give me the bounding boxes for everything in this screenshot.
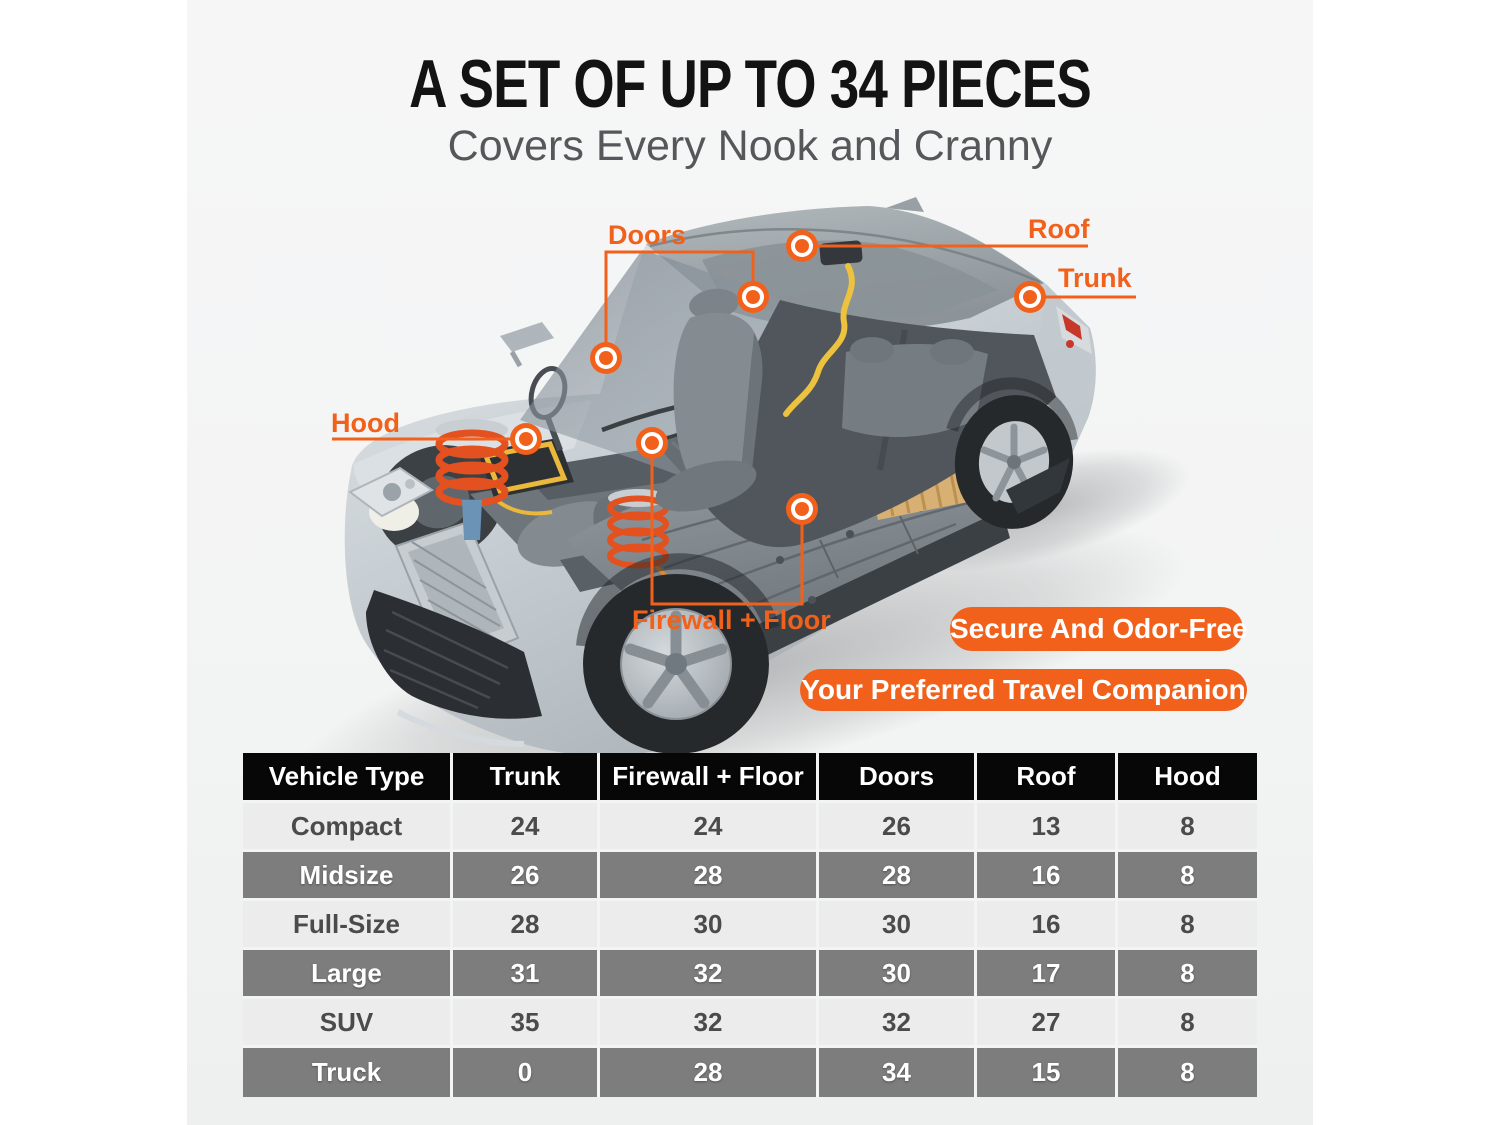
cell-hood: 8 — [1118, 901, 1257, 950]
table-row-large: Large 31 32 30 17 8 — [243, 950, 1257, 999]
page-subtitle-text: Covers Every Nook and Cranny — [447, 122, 1053, 170]
cell-firewall-floor: 24 — [600, 803, 819, 852]
cell-doors: 30 — [819, 950, 977, 999]
col-header-hood: Hood — [1118, 753, 1257, 803]
cabin-interior — [655, 288, 1056, 548]
row-label: Compact — [243, 803, 453, 852]
cell-doors: 26 — [819, 803, 977, 852]
col-header-vehicle-type: Vehicle Type — [243, 753, 453, 803]
cell-roof: 27 — [977, 999, 1118, 1048]
page-title: A SET OF UP TO 34 PIECES — [187, 50, 1313, 118]
antenna-fin — [886, 197, 924, 212]
cell-trunk: 0 — [453, 1048, 600, 1097]
table-row-midsize: Midsize 26 28 28 16 8 — [243, 852, 1257, 901]
table-row-suv: SUV 35 32 32 27 8 — [243, 999, 1257, 1048]
col-header-trunk: Trunk — [453, 753, 600, 803]
front-wheel — [576, 553, 780, 754]
cell-roof: 17 — [977, 950, 1118, 999]
row-label: SUV — [243, 999, 453, 1048]
firewall-marker — [636, 427, 668, 459]
cell-firewall-floor: 28 — [600, 1048, 819, 1097]
badge-travel-companion: Your Preferred Travel Companion — [800, 669, 1247, 711]
annotation-lines — [332, 244, 1136, 606]
cell-roof: 16 — [977, 901, 1118, 950]
doors-label: Doors — [608, 220, 687, 250]
trunk-marker — [1014, 281, 1046, 313]
cell-trunk: 24 — [453, 803, 600, 852]
doors-leader-bracket — [604, 250, 755, 344]
row-label: Full-Size — [243, 901, 453, 950]
page-title-text: A SET OF UP TO 34 PIECES — [409, 46, 1092, 122]
hood-marker — [510, 423, 542, 455]
roof-label: Roof — [1028, 214, 1090, 244]
cell-doors: 34 — [819, 1048, 977, 1097]
table-header-row: Vehicle Type Trunk Firewall + Floor Door… — [243, 753, 1257, 803]
firewall-leader-bracket — [650, 457, 804, 606]
annotation-markers — [510, 230, 1046, 525]
cell-hood: 8 — [1118, 1048, 1257, 1097]
row-label: Midsize — [243, 852, 453, 901]
cell-doors: 32 — [819, 999, 977, 1048]
table-row-truck: Truck 0 28 34 15 8 — [243, 1048, 1257, 1097]
row-label: Truck — [243, 1048, 453, 1097]
row-label: Large — [243, 950, 453, 999]
pieces-table: Vehicle Type Trunk Firewall + Floor Door… — [243, 753, 1257, 1097]
cell-roof: 16 — [977, 852, 1118, 901]
cell-trunk: 28 — [453, 901, 600, 950]
cell-firewall-floor: 32 — [600, 950, 819, 999]
trunk-label: Trunk — [1058, 263, 1132, 293]
seats — [655, 288, 988, 512]
cell-firewall-floor: 28 — [600, 852, 819, 901]
cell-roof: 13 — [977, 803, 1118, 852]
hood-label: Hood — [331, 408, 400, 438]
roof-marker — [786, 230, 818, 262]
cell-roof: 15 — [977, 1048, 1118, 1097]
side-mirror — [500, 322, 554, 368]
cell-trunk: 31 — [453, 950, 600, 999]
cell-doors: 30 — [819, 901, 977, 950]
taillight — [1006, 306, 1092, 514]
badge-secure-odor-free: Secure And Odor-Free — [950, 607, 1248, 651]
cell-trunk: 26 — [453, 852, 600, 901]
suspension-springs — [435, 419, 669, 569]
col-header-doors: Doors — [819, 753, 977, 803]
cell-hood: 8 — [1118, 950, 1257, 999]
col-header-firewall-floor: Firewall + Floor — [600, 753, 819, 803]
cell-hood: 8 — [1118, 852, 1257, 901]
col-header-roof: Roof — [977, 753, 1118, 803]
cell-firewall-floor: 32 — [600, 999, 819, 1048]
front-fascia — [348, 466, 542, 747]
door-rear-marker — [737, 281, 769, 313]
floor-marker — [786, 493, 818, 525]
cell-firewall-floor: 30 — [600, 901, 819, 950]
cell-hood: 8 — [1118, 803, 1257, 852]
table-row-compact: Compact 24 24 26 13 8 — [243, 803, 1257, 852]
door-front-marker — [590, 342, 622, 374]
cell-hood: 8 — [1118, 999, 1257, 1048]
page-subtitle: Covers Every Nook and Cranny — [187, 121, 1313, 171]
cell-trunk: 35 — [453, 999, 600, 1048]
table-row-full-size: Full-Size 28 30 30 16 8 — [243, 901, 1257, 950]
firewall-floor-label: Firewall + Floor — [632, 605, 831, 635]
cell-doors: 28 — [819, 852, 977, 901]
